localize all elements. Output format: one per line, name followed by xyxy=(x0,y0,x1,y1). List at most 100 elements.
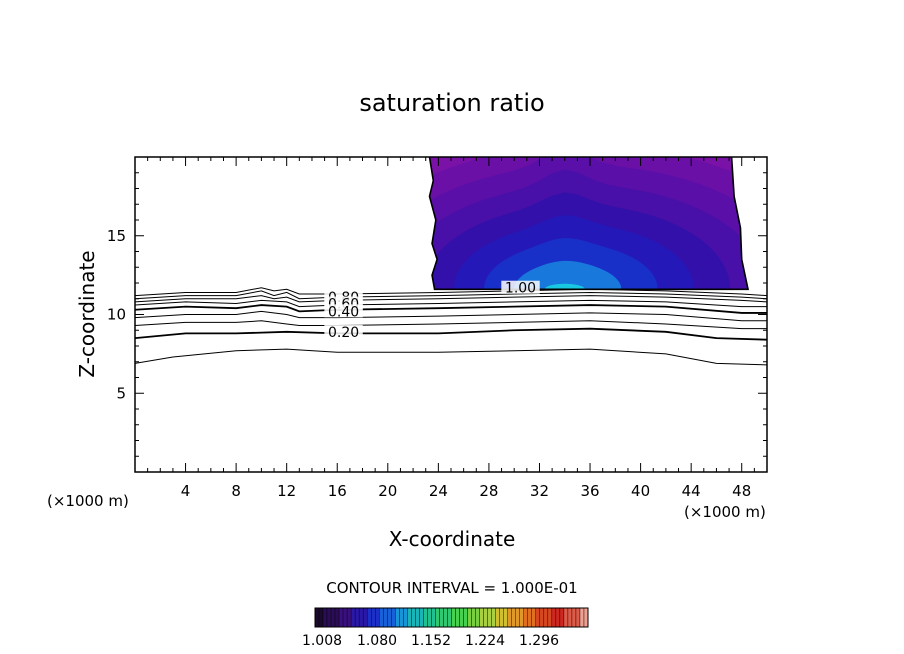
colorbar-cell xyxy=(543,607,549,628)
colorbar-cell xyxy=(559,607,565,628)
contour-line xyxy=(134,287,768,297)
colorbar-cell xyxy=(358,607,364,628)
x-tick-label: 20 xyxy=(378,482,397,500)
colorbar-cell xyxy=(391,607,396,628)
colorbar-cell xyxy=(475,607,480,628)
fill-band xyxy=(514,260,622,290)
colorbar-cell xyxy=(318,607,324,628)
colorbar-cell xyxy=(435,607,440,628)
x-tick-label: 44 xyxy=(682,482,701,500)
colorbar-cell xyxy=(443,607,448,628)
contour-line xyxy=(134,348,768,366)
y-axis-ticks: 5 10 15 xyxy=(107,172,767,457)
colorbar-cell xyxy=(371,607,376,628)
fill-band xyxy=(544,283,585,290)
colorbar-cell xyxy=(395,607,400,628)
contour-label: 1.00 xyxy=(505,281,536,297)
contour-label-bg xyxy=(324,324,363,338)
colorbar-cell xyxy=(407,607,412,628)
colorbar-cell xyxy=(479,607,484,628)
colorbar-cell xyxy=(491,607,496,628)
colorbar-cell xyxy=(495,607,500,628)
contour-label: 0.40 xyxy=(328,304,359,320)
x-axis-unit: (×1000 m) xyxy=(684,503,766,521)
colorbar-cell xyxy=(583,607,589,628)
colorbar-cell xyxy=(511,607,516,628)
contour-line xyxy=(134,290,768,300)
supersaturation-fill xyxy=(428,156,750,291)
colorbar-cell xyxy=(483,607,488,628)
colorbar-cell xyxy=(515,607,520,628)
colorbar-cell xyxy=(575,607,581,628)
colorbar-tick-labels: 1.008 1.080 1.152 1.224 1.296 xyxy=(302,633,559,649)
colorbar-tick-label: 1.008 xyxy=(302,633,342,649)
chart-title: saturation ratio xyxy=(359,89,544,117)
colorbar-cell xyxy=(350,607,356,628)
colorbar-cell xyxy=(459,607,464,628)
colorbar-tick-label: 1.152 xyxy=(411,633,451,649)
colorbar-cell xyxy=(507,607,512,628)
colorbar-cell xyxy=(567,607,573,628)
colorbar-tick-label: 1.224 xyxy=(465,633,505,649)
colorbar-cell xyxy=(447,607,452,628)
colorbar-cell xyxy=(487,607,492,628)
colorbar-cell xyxy=(379,607,384,628)
y-tick-label: 5 xyxy=(116,384,126,402)
colorbar-cell xyxy=(439,607,444,628)
colorbar-cell xyxy=(551,607,557,628)
colorbar-cell xyxy=(411,607,416,628)
colorbar-cell xyxy=(354,607,360,628)
contour-label: 0.20 xyxy=(328,325,359,341)
contour-line xyxy=(134,320,767,330)
colorbar-cell xyxy=(330,607,336,628)
z-axis-unit: (×1000 m) xyxy=(47,492,129,510)
colorbar-cell xyxy=(563,607,569,628)
contour-line xyxy=(134,327,768,341)
colorbar-frame xyxy=(314,607,589,628)
colorbar-cell xyxy=(463,607,468,628)
colorbar-cell xyxy=(579,607,585,628)
colorbar-cell xyxy=(539,607,545,628)
colorbar-tick-label: 1.080 xyxy=(357,633,397,649)
colorbar-cell xyxy=(399,607,404,628)
colorbar-cell xyxy=(471,607,476,628)
contour-label-bg xyxy=(324,304,363,318)
contour-line xyxy=(134,299,767,308)
colorbar-cell xyxy=(403,607,408,628)
colorbar-cell xyxy=(519,607,524,628)
contour-line xyxy=(134,304,767,314)
x-tick-label: 40 xyxy=(631,482,650,500)
contour-label-bg xyxy=(501,280,540,294)
x-tick-label: 28 xyxy=(479,482,498,500)
colorbar-cell xyxy=(535,607,541,628)
y-tick-label: 15 xyxy=(107,227,126,245)
contour-labels: 0.800.600.400.201.00 xyxy=(324,280,540,341)
contour-interval-text: CONTOUR INTERVAL = 1.000E-01 xyxy=(326,579,577,597)
colorbar-cell xyxy=(527,607,532,628)
x-tick-label: 24 xyxy=(429,482,448,500)
colorbar xyxy=(314,607,589,628)
colorbar-cell xyxy=(571,607,577,628)
colorbar-cell xyxy=(322,607,328,628)
x-tick-label: 48 xyxy=(732,482,751,500)
colorbar-cell xyxy=(503,607,508,628)
colorbar-cell xyxy=(326,607,332,628)
colorbar-cell xyxy=(547,607,553,628)
x-tick-label: 12 xyxy=(277,482,296,500)
contour-line xyxy=(134,310,767,322)
x-tick-label: 32 xyxy=(530,482,549,500)
colorbar-cell xyxy=(387,607,392,628)
colorbar-cell xyxy=(362,607,368,628)
x-axis-ticks: 4 8 12 16 20 24 28 32 36 40 44 48 xyxy=(147,157,755,500)
colorbar-cell xyxy=(375,607,380,628)
colorbar-cell xyxy=(455,607,460,628)
colorbar-cell xyxy=(342,607,348,628)
colorbar-tick-label: 1.296 xyxy=(519,633,559,649)
colorbar-cell xyxy=(334,607,340,628)
colorbar-cell xyxy=(499,607,504,628)
y-axis-title: Z-coordinate xyxy=(75,250,99,377)
colorbar-cell xyxy=(431,607,436,628)
contour-line-1-00 xyxy=(428,156,750,291)
x-tick-label: 4 xyxy=(181,482,191,500)
